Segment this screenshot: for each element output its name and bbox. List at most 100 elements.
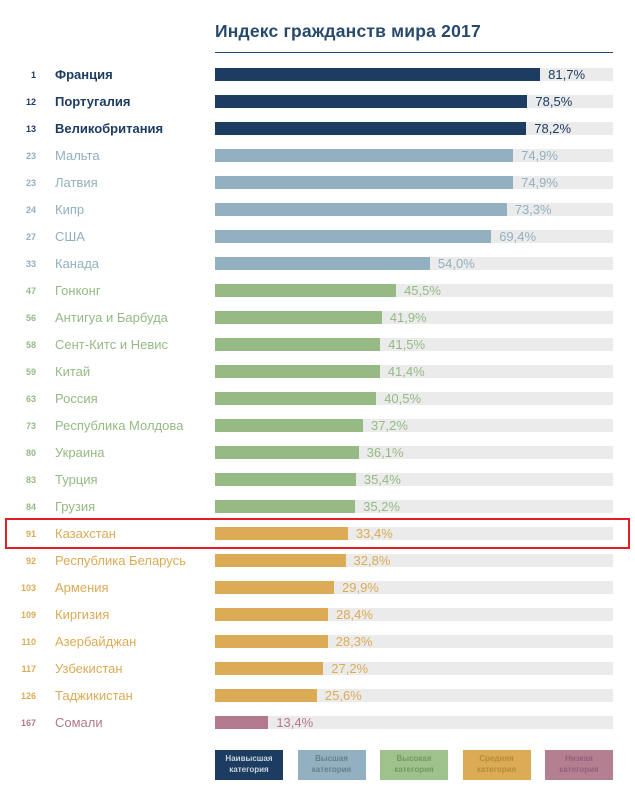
chart-row: 103 Армения 29,9% xyxy=(0,574,635,601)
bar-track: 74,9% xyxy=(215,149,613,162)
bar-track: 78,5% xyxy=(215,95,613,108)
bar xyxy=(215,257,430,270)
value-label: 41,5% xyxy=(388,337,426,352)
country-label: Сент-Китс и Невис xyxy=(55,337,168,352)
country-label: Таджикистан xyxy=(55,688,133,703)
value-label: 54,0% xyxy=(437,256,475,271)
bar xyxy=(215,68,541,81)
bar xyxy=(215,203,507,216)
bar-track: 81,7% xyxy=(215,68,613,81)
chart-row: 167 Сомали 13,4% xyxy=(0,709,635,736)
bar-track: 41,9% xyxy=(215,311,613,324)
country-label: Португалия xyxy=(55,94,131,109)
rank-label: 83 xyxy=(25,474,36,485)
country-label: Украина xyxy=(55,445,105,460)
country-label: Турция xyxy=(55,472,98,487)
rank-label: 1 xyxy=(30,69,36,80)
country-label: Республика Беларусь xyxy=(55,553,186,568)
value-label: 73,3% xyxy=(514,202,552,217)
value-label: 28,4% xyxy=(336,607,373,622)
rank-label: 58 xyxy=(25,339,36,350)
value-label: 74,9% xyxy=(521,148,558,163)
country-label: Армения xyxy=(55,580,109,595)
chart-row: 1 Франция 81,7% xyxy=(0,61,635,88)
bar-track: 41,5% xyxy=(215,338,613,351)
chart-row: 56 Антигуа и Барбуда 41,9% xyxy=(0,304,635,331)
value-label: 36,1% xyxy=(366,445,404,460)
country-label: Китай xyxy=(55,364,91,379)
country-label: Грузия xyxy=(55,499,96,514)
bar-track: 25,6% xyxy=(215,689,613,702)
rank-label: 56 xyxy=(25,312,36,323)
country-label: Кипр xyxy=(55,202,85,217)
value-label: 35,4% xyxy=(363,472,401,487)
chart-legend: Наивысшая категория Высшая категория Высок… xyxy=(215,750,613,780)
bar xyxy=(215,689,317,702)
chart-row: 23 Мальта 74,9% xyxy=(0,142,635,169)
rank-label: 23 xyxy=(25,150,36,161)
rank-label: 117 xyxy=(21,663,36,674)
bar-track: 45,5% xyxy=(215,284,613,297)
rank-label: 80 xyxy=(25,447,36,458)
country-label: Казахстан xyxy=(55,526,116,541)
bar xyxy=(215,149,514,162)
chart-row: 92 Республика Беларусь 32,8% xyxy=(0,547,635,574)
chart-row: 63 Россия 40,5% xyxy=(0,385,635,412)
rank-label: 13 xyxy=(25,123,36,134)
rank-label: 24 xyxy=(25,204,36,215)
value-label: 25,6% xyxy=(324,688,362,703)
bar-track: 13,4% xyxy=(215,716,613,729)
bar-track: 73,3% xyxy=(215,203,613,216)
chart-row: 33 Канада 54,0% xyxy=(0,250,635,277)
country-label: Антигуа и Барбуда xyxy=(55,310,168,325)
chart-row: 80 Украина 36,1% xyxy=(0,439,635,466)
chart-row: 24 Кипр 73,3% xyxy=(0,196,635,223)
country-label: Франция xyxy=(55,67,113,82)
rank-label: 47 xyxy=(25,285,36,296)
chart-row: 12 Португалия 78,5% xyxy=(0,88,635,115)
value-label: 32,8% xyxy=(353,553,391,568)
bar xyxy=(215,527,348,540)
country-label: Азербайджан xyxy=(55,634,137,649)
chart-row: 91 Казахстан 33,4% xyxy=(0,518,635,549)
chart-row: 73 Республика Молдова 37,2% xyxy=(0,412,635,439)
chart-row: 109 Киргизия 28,4% xyxy=(0,601,635,628)
bar xyxy=(215,176,514,189)
legend-item: Наивысшая категория xyxy=(215,750,283,780)
country-label: Узбекистан xyxy=(55,661,123,676)
rank-label: 92 xyxy=(25,555,36,566)
country-label: США xyxy=(55,229,85,244)
chart-header: Индекс гражданств мира 2017 xyxy=(215,21,613,53)
chart-row: 23 Латвия 74,9% xyxy=(0,169,635,196)
rank-label: 91 xyxy=(25,528,36,539)
value-label: 33,4% xyxy=(355,526,393,541)
chart-row: 13 Великобритания 78,2% xyxy=(0,115,635,142)
rank-label: 27 xyxy=(25,231,36,242)
legend-item: Средняя категория xyxy=(462,750,531,780)
value-label: 78,2% xyxy=(534,121,572,136)
rank-label: 23 xyxy=(25,177,36,188)
bar-track: 74,9% xyxy=(215,176,613,189)
chart-rows: 1 Франция 81,7% 12 Португалия 78,5% 13 В… xyxy=(0,61,635,736)
bar xyxy=(215,95,528,108)
value-label: 29,9% xyxy=(342,580,379,595)
bar-track: 69,4% xyxy=(215,230,613,243)
chart-row: 58 Сент-Китс и Невис 41,5% xyxy=(0,331,635,358)
bar xyxy=(215,230,492,243)
chart-row: 47 Гонконг 45,5% xyxy=(0,277,635,304)
value-label: 41,9% xyxy=(389,310,427,325)
country-label: Республика Молдова xyxy=(55,418,184,433)
bar xyxy=(215,662,324,675)
chart-row: 27 США 69,4% xyxy=(0,223,635,250)
value-label: 45,5% xyxy=(404,283,441,298)
bar xyxy=(215,716,269,729)
legend-item: Высшая категория xyxy=(297,750,366,780)
bar xyxy=(215,554,346,567)
bar xyxy=(215,446,359,459)
bar xyxy=(215,419,364,432)
bar-track: 28,4% xyxy=(215,608,613,621)
rank-label: 126 xyxy=(20,690,36,701)
country-label: Сомали xyxy=(55,715,103,730)
bar-track: 54,0% xyxy=(215,257,613,270)
rank-label: 110 xyxy=(21,636,36,647)
